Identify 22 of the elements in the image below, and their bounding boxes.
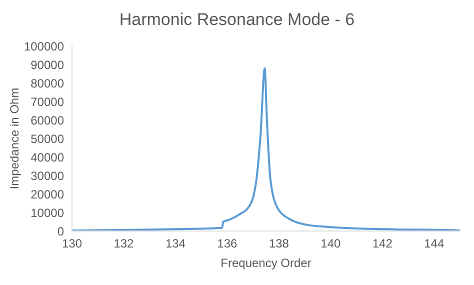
- y-tick-label: 80000: [30, 76, 64, 90]
- y-tick-label: 60000: [30, 113, 64, 128]
- x-tick-label: 140: [320, 236, 341, 251]
- x-tick-label: 138: [268, 236, 290, 251]
- y-tick-label: 50000: [30, 132, 64, 146]
- y-tick-label: 10000: [30, 206, 64, 220]
- x-axis-title: Frequency Order: [220, 256, 312, 270]
- y-tick-label: 100000: [24, 39, 64, 54]
- chart-title: Harmonic Resonance Mode - 6: [118, 10, 356, 30]
- x-tick-label: 132: [114, 236, 134, 251]
- y-tick-label: 30000: [30, 168, 64, 183]
- y-tick-label: 40000: [30, 150, 64, 164]
- x-tick-label: 136: [217, 236, 238, 251]
- y-tick-label: 20000: [30, 187, 64, 202]
- x-tick-label: 130: [62, 236, 82, 251]
- y-axis-title: Impedance in Ohm: [7, 88, 22, 190]
- x-tick-label: 134: [165, 236, 186, 251]
- x-tick-label: 144: [424, 236, 444, 251]
- y-tick-label: 90000: [30, 58, 64, 72]
- x-tick-label: 142: [372, 236, 393, 251]
- y-tick-label: 70000: [30, 94, 64, 109]
- y-tick-label: 0: [57, 224, 64, 238]
